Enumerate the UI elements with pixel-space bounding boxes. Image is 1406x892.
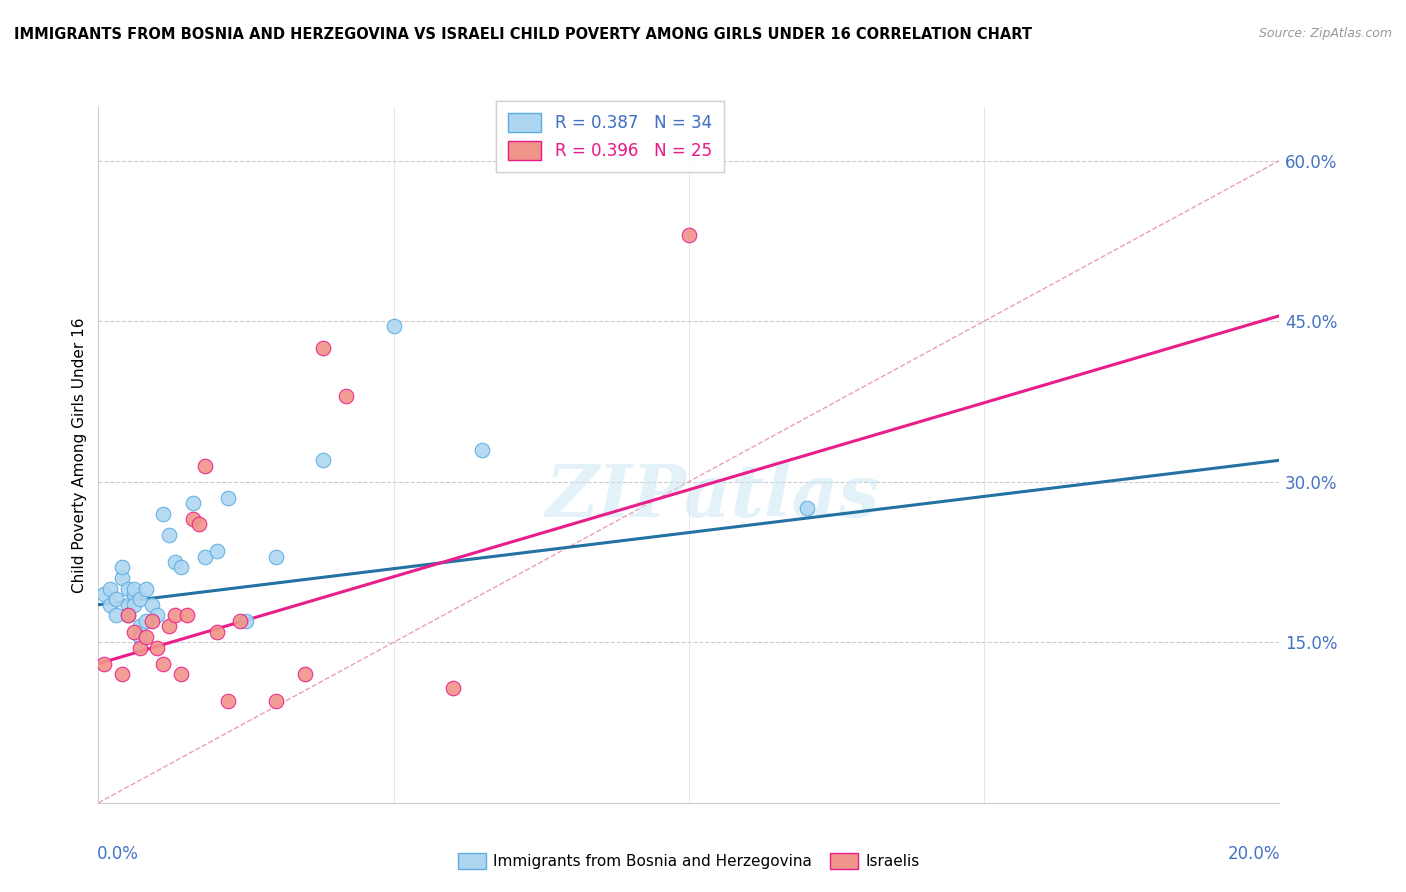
- Point: [122, 624, 145, 639]
- Point: [152, 507, 174, 521]
- Point: [98, 598, 121, 612]
- Point: [181, 496, 204, 510]
- Point: [128, 619, 150, 633]
- Point: [176, 608, 198, 623]
- Point: [205, 544, 228, 558]
- Point: [117, 608, 139, 623]
- Legend: Immigrants from Bosnia and Herzegovina, Israelis: Immigrants from Bosnia and Herzegovina, …: [451, 847, 927, 875]
- Point: [98, 582, 121, 596]
- Point: [111, 667, 134, 681]
- Point: [135, 630, 157, 644]
- Point: [157, 619, 180, 633]
- Point: [117, 598, 139, 612]
- Point: [141, 598, 163, 612]
- Point: [229, 614, 252, 628]
- Point: [441, 681, 464, 696]
- Point: [678, 228, 700, 243]
- Point: [187, 517, 209, 532]
- Point: [135, 582, 157, 596]
- Point: [146, 608, 169, 623]
- Point: [122, 582, 145, 596]
- Point: [128, 630, 150, 644]
- Point: [105, 608, 128, 623]
- Point: [382, 319, 405, 334]
- Point: [217, 491, 239, 505]
- Point: [105, 592, 128, 607]
- Point: [111, 560, 134, 574]
- Y-axis label: Child Poverty Among Girls Under 16: Child Poverty Among Girls Under 16: [72, 318, 87, 592]
- Point: [117, 582, 139, 596]
- Text: 20.0%: 20.0%: [1229, 845, 1281, 863]
- Point: [93, 657, 115, 671]
- Point: [312, 453, 335, 467]
- Point: [165, 608, 187, 623]
- Point: [93, 587, 115, 601]
- Point: [122, 587, 145, 601]
- Point: [294, 667, 316, 681]
- Point: [117, 608, 139, 623]
- Point: [264, 549, 287, 564]
- Point: [170, 667, 193, 681]
- Point: [235, 614, 257, 628]
- Point: [471, 442, 494, 457]
- Text: Source: ZipAtlas.com: Source: ZipAtlas.com: [1258, 27, 1392, 40]
- Point: [165, 555, 187, 569]
- Point: [264, 694, 287, 708]
- Point: [111, 571, 134, 585]
- Point: [796, 501, 818, 516]
- Point: [128, 640, 150, 655]
- Point: [194, 458, 217, 473]
- Text: 0.0%: 0.0%: [97, 845, 139, 863]
- Point: [194, 549, 217, 564]
- Point: [335, 389, 357, 403]
- Point: [170, 560, 193, 574]
- Legend: R = 0.387   N = 34, R = 0.396   N = 25: R = 0.387 N = 34, R = 0.396 N = 25: [496, 102, 724, 171]
- Point: [181, 512, 204, 526]
- Point: [152, 657, 174, 671]
- Point: [205, 624, 228, 639]
- Point: [141, 614, 163, 628]
- Point: [157, 528, 180, 542]
- Text: ZIPatlas: ZIPatlas: [546, 461, 880, 533]
- Point: [146, 640, 169, 655]
- Point: [122, 598, 145, 612]
- Point: [312, 341, 335, 355]
- Text: IMMIGRANTS FROM BOSNIA AND HERZEGOVINA VS ISRAELI CHILD POVERTY AMONG GIRLS UNDE: IMMIGRANTS FROM BOSNIA AND HERZEGOVINA V…: [14, 27, 1032, 42]
- Point: [128, 592, 150, 607]
- Point: [217, 694, 239, 708]
- Point: [135, 614, 157, 628]
